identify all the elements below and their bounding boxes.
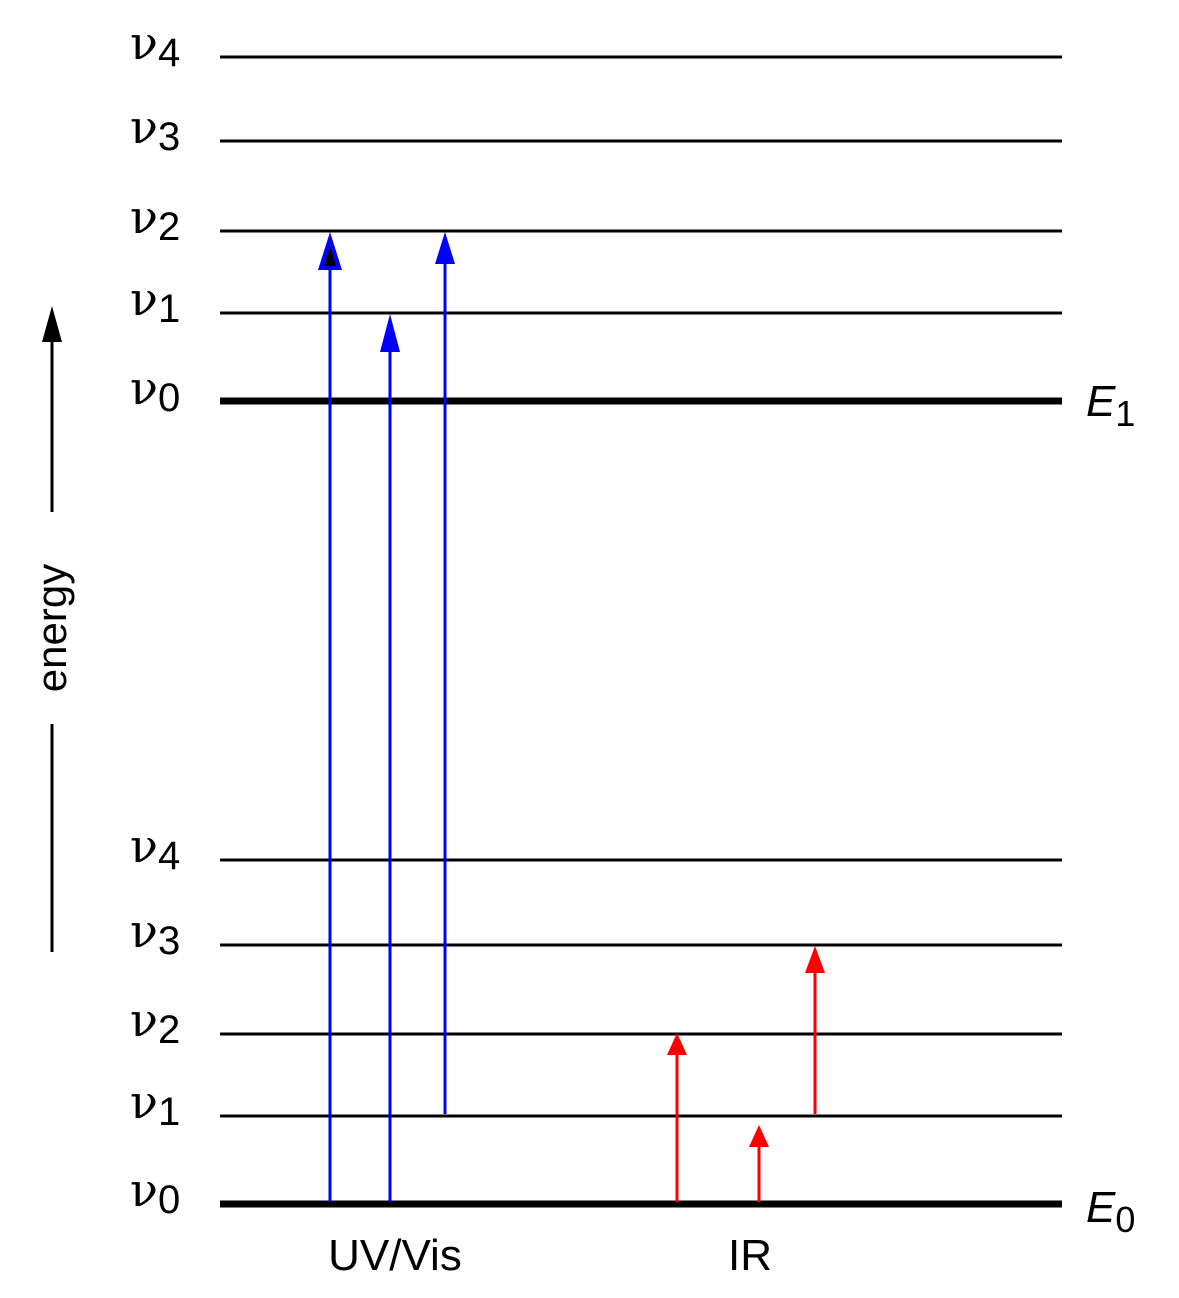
energy-axis: energy (18, 306, 88, 952)
e0-level-v2-label: ν2 (130, 993, 180, 1052)
energy-axis-label: energy (28, 564, 75, 692)
energy-axis-arrowhead (42, 306, 62, 342)
transition-arrow (380, 314, 400, 1202)
electronic-state-e1: ν4 ν3 ν2 ν1 ν0 E1 (130, 16, 1135, 434)
transition-arrow (749, 1125, 769, 1202)
e0-level-v3-label: ν3 (130, 904, 180, 963)
transition-arrow (667, 1033, 687, 1202)
e0-state-label: E0 (1086, 1183, 1135, 1240)
e1-level-v2-label: ν2 (130, 190, 180, 249)
ir-caption: IR (728, 1231, 772, 1280)
energy-axis-label-gap (18, 512, 88, 724)
e1-level-v0-label: ν0 (130, 361, 180, 420)
transition-arrow (435, 232, 455, 1114)
transition-arrow (805, 946, 825, 1114)
e0-level-v0-label: ν0 (130, 1163, 180, 1222)
e0-level-v4-label: ν4 (130, 819, 180, 878)
e1-state-label: E1 (1086, 377, 1135, 434)
e1-level-v1-label: ν1 (130, 272, 180, 331)
e1-level-v3-label: ν3 (130, 100, 180, 159)
ir-transitions (667, 946, 825, 1202)
uv-vis-caption: UV/Vis (328, 1231, 462, 1280)
uv-vis-transitions (318, 232, 455, 1202)
transition-arrow (318, 232, 342, 1202)
e0-level-v1-label: ν1 (130, 1075, 180, 1134)
electronic-state-e0: ν4 ν3 ν2 ν1 ν0 E0 (130, 819, 1135, 1240)
e1-level-v4-label: ν4 (130, 16, 180, 75)
